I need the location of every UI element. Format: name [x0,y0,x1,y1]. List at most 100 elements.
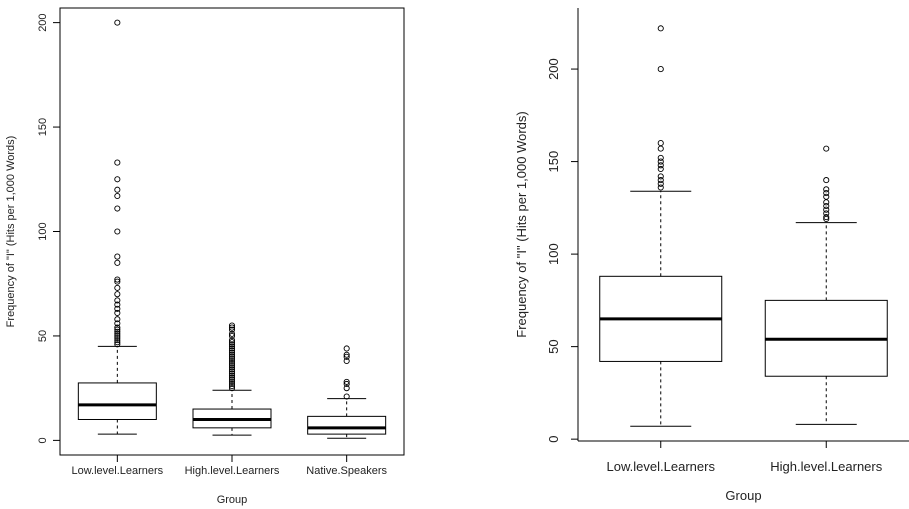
outlier-point [114,297,121,304]
outlier-point [657,66,664,73]
outlier-point [114,19,121,26]
outlier-point [343,345,350,352]
outlier-point [228,345,236,352]
outlier-point [657,25,664,32]
box-Native.Speakers [307,345,387,439]
chart-panel-1: 0 50 100 150 200 Frequency of "I" (Hits per 1… [5,7,405,506]
outlier-point [343,393,350,400]
outlier-point [114,253,121,260]
outlier-point [823,193,830,200]
outlier-point [823,199,830,206]
outlier-point [228,343,236,350]
outlier-point [114,330,121,337]
outlier-point [228,370,236,377]
outlier-point [114,192,121,200]
outlier-point [228,374,236,381]
outlier-point [823,177,830,184]
outlier-point [228,368,236,375]
outlier-point [343,353,350,360]
outlier-point [228,355,236,362]
outlier-point [114,284,121,291]
outlier-point [114,334,121,342]
outlier-point [228,326,236,333]
outlier-point [114,305,121,312]
outlier-point [114,328,121,335]
outlier-point [823,189,830,197]
box-Low.level.Learners [77,19,157,435]
outlier-point [228,378,236,385]
box-Low.level.Learners [599,25,723,427]
y-tick-label: 0 [546,436,561,443]
outlier-point [228,337,236,344]
outlier-point [657,165,664,173]
outlier-point [228,339,236,346]
box-High.level.Learners [192,322,272,436]
outlier-point [823,215,830,222]
outlier-point [114,276,121,283]
y-tick-label: 150 [546,151,561,173]
outlier-point [114,176,121,183]
outlier-point [823,206,830,213]
outlier-point [343,378,350,385]
x-axis-title: Group [725,488,761,503]
outlier-point [228,322,236,329]
outlier-point [228,353,236,360]
y-axis-title: Frequency of "I" (Hits per 1,000 Words) [5,136,17,328]
outlier-point [114,326,121,333]
outlier-point [228,362,236,369]
y-tick-label: 50 [37,330,49,342]
outlier-point [228,376,236,383]
outlier-point [657,145,664,152]
outlier-point [228,385,236,392]
y-tick-label: 50 [546,339,561,353]
x-tick-label: High.level.Learners [770,459,883,474]
outlier-point [114,159,121,166]
y-axis-title: Frequency of "I" (Hits per 1,000 Words) [514,111,529,337]
outlier-point [228,332,236,339]
outlier-point [657,177,664,184]
outlier-point [657,162,664,169]
outlier-point [114,332,121,339]
x-tick-label: High.level.Learners [185,465,280,477]
outlier-point [228,357,236,365]
y-tick-label: 0 [37,437,49,443]
outlier-point [228,324,236,331]
outlier-point [114,339,121,346]
x-tick-label: Low.level.Learners [71,465,163,477]
outlier-point [657,140,664,147]
box-High.level.Learners [764,145,888,425]
outlier-point [343,357,350,365]
box-iqr [77,382,157,420]
outlier-point [114,309,121,317]
outlier-point [657,180,664,187]
outlier-point [823,214,830,221]
outlier-point [114,301,121,308]
outlier-point [343,380,350,388]
outlier-point [228,347,236,354]
outlier-point [114,205,121,212]
outlier-point [114,341,121,348]
outlier-point [228,351,236,358]
outlier-point [228,349,236,356]
chart-panel-2: 0 50 100 150 200 Frequency of "I" (Hits per 1… [514,8,909,503]
outlier-point [228,372,236,379]
outlier-point [114,316,121,323]
outlier-point [114,337,121,344]
outlier-point [114,259,121,266]
outlier-point [823,202,830,210]
y-tick-label: 100 [546,243,561,265]
x-axis-title: Group [217,494,248,506]
y-tick-label: 200 [37,13,49,31]
outlier-point [114,324,121,331]
outlier-point [343,385,350,392]
outlier-point [228,360,236,367]
outlier-point [228,341,236,348]
outlier-point [228,380,236,388]
outlier-point [823,145,830,152]
outlier-point [114,186,121,193]
outlier-point [228,366,236,373]
outlier-point [657,158,664,165]
outlier-point [228,330,236,337]
outlier-point [114,320,121,327]
